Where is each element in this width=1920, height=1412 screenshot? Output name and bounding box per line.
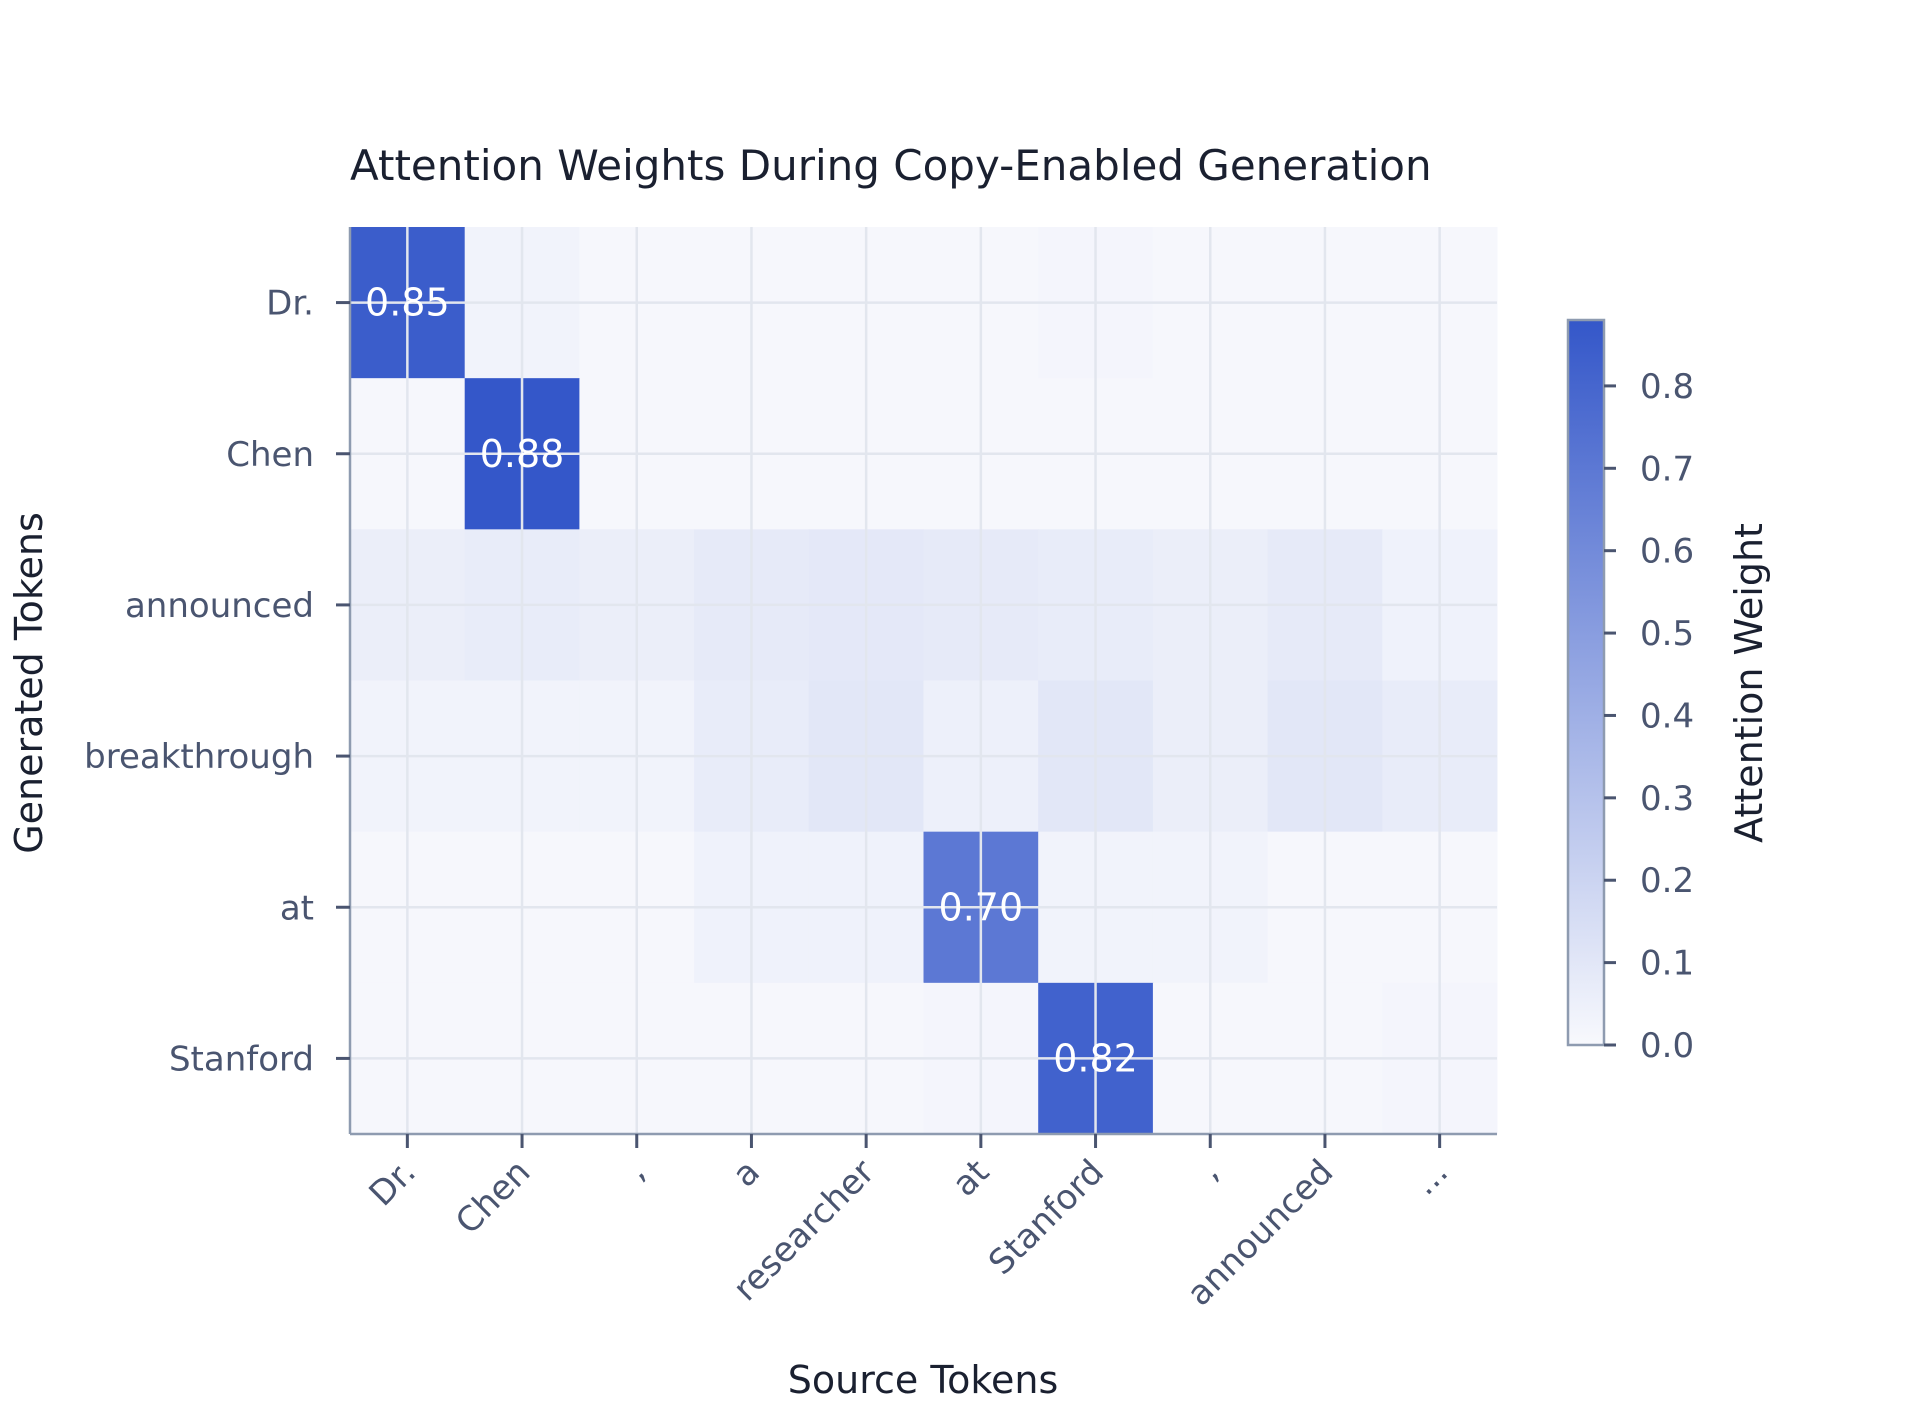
x-tick-label: ... [1405,1152,1456,1203]
colorbar-gradient [1566,318,1606,1047]
x-tick-label: announced [1179,1152,1341,1314]
colorbar-tick-label: 0.2 [1640,861,1694,901]
cell-annotation: 0.70 [939,885,1024,929]
cell-annotation: 0.85 [365,281,450,325]
gridlines [350,227,1497,1134]
chart-title: Attention Weights During Copy-Enabled Ge… [350,141,1432,190]
colorbar: 0.0 0.1 0.2 0.3 0.4 0.5 0.6 0.7 0.8 [1566,318,1694,1066]
colorbar-label: Attention Weight [1727,523,1771,843]
y-tick-label: Stanford [169,1039,314,1079]
cell-annotation: 0.82 [1053,1036,1138,1080]
cell-annotation: 0.88 [480,432,565,476]
colorbar-tick-label: 0.6 [1640,532,1694,572]
x-tick-label: Dr. [362,1152,424,1214]
y-tick-label: Dr. [266,284,314,324]
x-axis-label: Source Tokens [788,1358,1059,1402]
y-tick-label: announced [125,586,314,626]
colorbar-tick-label: 0.0 [1640,1026,1694,1066]
x-tick-label: a [725,1152,768,1195]
colorbar-tick-label: 0.7 [1640,449,1694,489]
colorbar-tick-label: 0.3 [1640,779,1694,819]
colorbar-tick-label: 0.1 [1640,944,1694,984]
colorbar-tick-label: 0.8 [1640,367,1694,407]
x-tick-label: Chen [448,1152,538,1242]
y-tick-label: Chen [226,435,314,475]
x-tick-label: , [1191,1152,1227,1188]
y-tick-label: breakthrough [84,737,314,777]
y-tick-label: at [280,888,314,928]
x-tick-label: at [945,1152,997,1204]
cell-annotations: 0.85 0.88 0.70 0.82 [365,281,1138,1081]
x-tick-label: , [617,1152,653,1188]
y-axis-label: Generated Tokens [7,512,51,854]
colorbar-tick-label: 0.5 [1640,614,1694,654]
x-tick-label: Stanford [981,1152,1112,1283]
colorbar-tick-label: 0.4 [1640,696,1694,736]
